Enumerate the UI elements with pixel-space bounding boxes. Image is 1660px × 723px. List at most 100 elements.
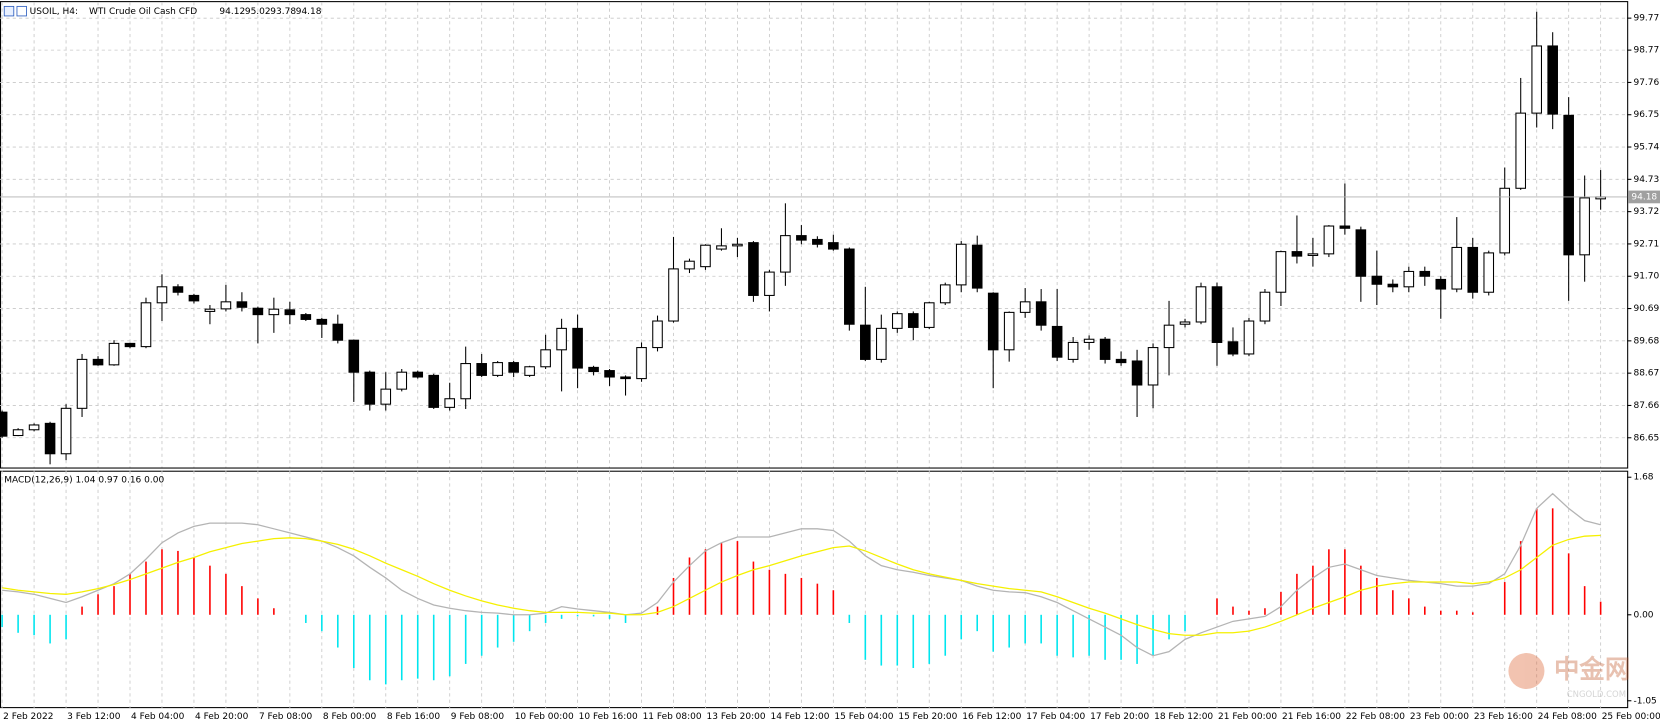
chart-title: USOIL, H4: <box>30 7 78 17</box>
candle-body <box>300 314 312 320</box>
y-tick-label: 87.66 <box>1633 401 1659 411</box>
candle-body <box>684 260 695 270</box>
candle-body <box>316 318 328 325</box>
candle-body <box>1579 197 1590 256</box>
y-tick-label: 90.69 <box>1633 304 1659 314</box>
candle-body <box>1147 347 1159 386</box>
candle-body <box>156 286 168 304</box>
macd-pane <box>0 470 1629 709</box>
candle-body <box>572 327 583 369</box>
y-tick-label: 99.77 <box>1633 14 1659 24</box>
watermark-name: 中金网 <box>1554 654 1630 684</box>
x-tick-label: 4 Feb 04:00 <box>131 712 185 722</box>
x-tick-label: 11 Feb 08:00 <box>643 712 702 722</box>
candle-body <box>1051 325 1063 358</box>
candle-body <box>412 371 424 378</box>
candle-body <box>1195 286 1207 323</box>
candle-body <box>1291 251 1303 257</box>
candle-body <box>12 429 24 437</box>
candle-body <box>1227 341 1239 355</box>
candle-body <box>1387 283 1399 288</box>
indicator-line <box>2 534 1601 636</box>
x-tick-label: 14 Feb 12:00 <box>770 712 829 722</box>
candle-body <box>44 422 56 455</box>
candle-body <box>252 307 264 316</box>
candle-body <box>1515 112 1527 189</box>
y-tick-label: 94.73 <box>1633 175 1659 185</box>
x-tick-label: 21 Feb 00:00 <box>1218 712 1277 722</box>
candle-body <box>764 271 775 296</box>
candle-body <box>1275 251 1287 293</box>
candle-body <box>380 388 392 405</box>
candle-body <box>636 347 647 380</box>
candle-body <box>971 244 983 289</box>
candle-body <box>460 363 471 400</box>
candle-body <box>1547 45 1558 115</box>
y-tick-label: 95.74 <box>1633 143 1659 153</box>
candle-body <box>732 243 743 247</box>
candle-body <box>955 243 967 286</box>
x-tick-label: 17 Feb 04:00 <box>1026 712 1085 722</box>
candle-body <box>907 313 919 328</box>
price-tag-label: 94.18 <box>1631 192 1657 202</box>
y-tick-label: 91.70 <box>1633 272 1659 282</box>
x-tick-label: 7 Feb 08:00 <box>259 712 313 722</box>
candle-body <box>0 411 8 437</box>
symbol-icon <box>3 5 15 17</box>
y-tick-label: 0.00 <box>1633 610 1653 620</box>
candle-body <box>923 302 935 328</box>
candle-body <box>1419 270 1431 277</box>
candle-body <box>556 327 567 351</box>
price-pane <box>0 1 1629 469</box>
candle-body <box>796 235 807 241</box>
candle-body <box>1323 225 1335 255</box>
x-tick-label: 13 Feb 20:00 <box>707 712 766 722</box>
candle-body <box>1499 187 1511 254</box>
x-tick-label: 24 Feb 08:00 <box>1538 712 1597 722</box>
candle-body <box>28 424 40 431</box>
candle-body <box>1259 291 1271 322</box>
candle-body <box>364 371 376 405</box>
x-tick-label: 8 Feb 16:00 <box>387 712 441 722</box>
y-tick-label: 89.68 <box>1633 336 1659 346</box>
x-tick-label: 23 Feb 00:00 <box>1410 712 1469 722</box>
x-tick-label: 22 Feb 08:00 <box>1346 712 1405 722</box>
candle-body <box>812 238 823 245</box>
chart-subtitle: WTI Crude Oil Cash CFD <box>89 7 197 17</box>
candle-body <box>1163 324 1175 349</box>
watermark: 中金网 CNGOLD.COM <box>1508 653 1630 699</box>
candle-body <box>1067 341 1079 360</box>
x-tick-label: 23 Feb 16:00 <box>1474 712 1533 722</box>
candle-body <box>668 268 679 322</box>
x-tick-label: 15 Feb 20:00 <box>898 712 957 722</box>
y-tick-label: 88.67 <box>1633 369 1659 379</box>
candle-body <box>396 371 408 390</box>
candle-body <box>987 292 999 351</box>
candle-body <box>828 242 839 250</box>
candle-body <box>540 349 551 368</box>
x-tick-label: 9 Feb 08:00 <box>451 712 505 722</box>
symbol-icon <box>16 5 27 17</box>
candle-body <box>1339 225 1351 229</box>
candle-body <box>1451 246 1463 290</box>
candle-body <box>1083 338 1095 343</box>
candle-body <box>444 398 456 408</box>
candle-body <box>620 376 631 380</box>
x-tick-label: 18 Feb 12:00 <box>1154 712 1213 722</box>
candle-body <box>1019 301 1031 313</box>
candle-body <box>220 301 232 310</box>
candle-body <box>891 313 903 329</box>
candle-body <box>860 324 871 360</box>
candle-body <box>1243 320 1255 355</box>
indicator-title: MACD(12,26,9) 1.04 0.97 0.16 0.00 <box>4 476 164 486</box>
candle-body <box>1099 338 1111 360</box>
candle-body <box>939 284 951 304</box>
price-tag <box>1628 190 1660 204</box>
y-tick-label: 98.77 <box>1633 46 1659 56</box>
candle-body <box>188 294 200 302</box>
candle-body <box>748 242 759 296</box>
y-tick-label: -1.05 <box>1633 696 1656 706</box>
x-tick-label: 2 Feb 2022 <box>3 712 53 722</box>
